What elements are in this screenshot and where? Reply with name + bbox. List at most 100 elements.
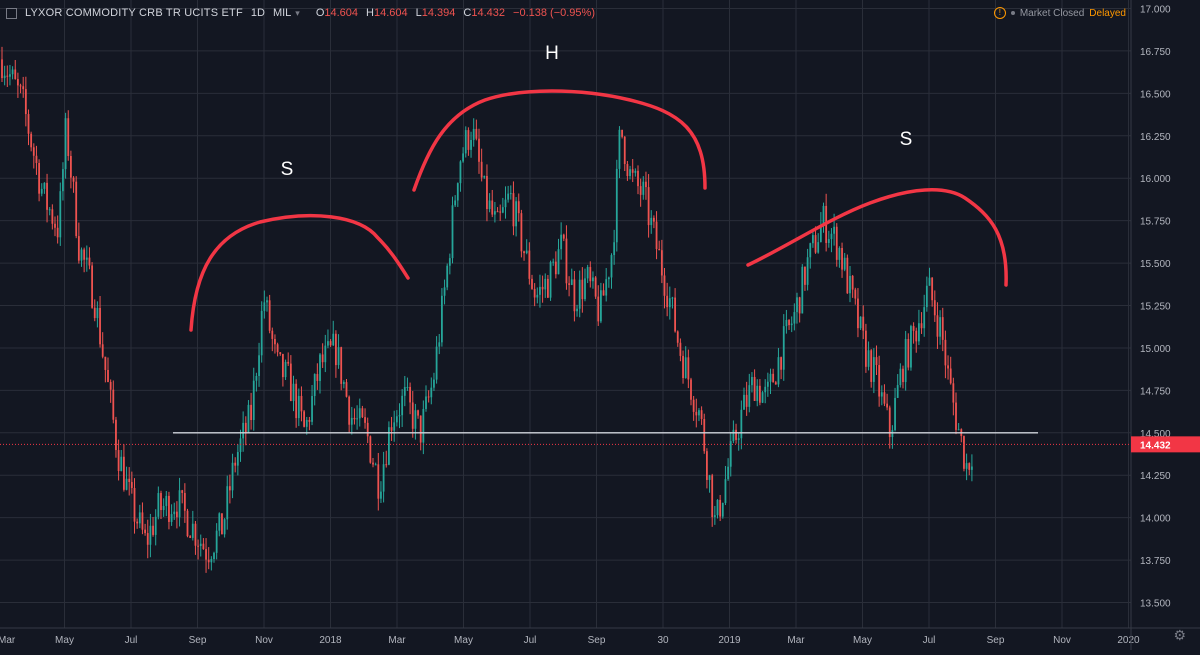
candle-body [406,386,409,388]
candle-body [613,242,616,256]
price-tick-label: 14.750 [1140,386,1171,397]
candle-body [713,515,716,518]
candle-body [348,396,351,425]
ohlc-readout: O14.604 H14.604 L14.394 C14.432 −0.138 (… [315,7,595,19]
candle-body [207,559,210,563]
candle-body [618,129,621,169]
candle-body [231,462,234,491]
candle-body [586,267,589,279]
interval-label[interactable]: 1D [250,7,265,19]
candle-body [319,354,321,381]
candle-body [27,114,30,134]
candle-body [496,211,499,213]
candle-body [867,350,870,367]
exchange-label[interactable]: MIL [272,7,292,19]
candle-body [305,420,308,427]
candle-body [80,249,83,261]
time-tick-label: Sep [189,635,207,646]
candle-body [329,341,332,346]
candle-body [24,89,27,115]
candle-body [213,552,215,560]
price-tick-label: 15.500 [1140,259,1171,270]
candle-body [263,302,266,311]
candle-body [356,418,358,420]
candle-body [920,323,923,329]
candle-body [501,207,504,213]
candle-body [509,193,512,195]
candle-body [788,319,790,326]
candle-body [287,361,290,364]
candle-body [584,278,586,300]
candle-body [658,249,661,251]
candle-body [411,402,414,429]
candle-body [910,326,912,368]
price-tick-label: 17.000 [1140,4,1171,15]
candle-body [857,298,859,329]
candle-body [690,379,692,400]
candle-body [637,170,639,187]
candle-body [181,490,184,493]
candle-body [915,330,918,342]
candle-body [17,79,19,86]
candle-body [202,543,205,550]
gear-icon[interactable]: ⚙ [1173,627,1186,643]
candle-body [772,373,775,383]
candle-body [6,75,9,77]
candle-body [814,235,817,253]
candle-body [804,266,806,285]
candle-body [470,139,472,150]
collapse-icon[interactable] [6,7,17,19]
candle-body [971,466,973,470]
candle-body [533,288,536,298]
candle-body [247,404,250,433]
candle-body [427,396,430,398]
time-tick-label: 2019 [718,635,741,646]
candlesticks [1,46,973,573]
candle-body [862,316,865,331]
candle-body [9,74,11,77]
candle-body [443,287,446,296]
candle-body [769,373,772,382]
alert-icon[interactable]: ! [993,7,1006,19]
candle-body [109,381,112,390]
chevron-down-icon[interactable]: ▾ [295,7,300,18]
candle-body [515,201,517,227]
candle-body [565,238,568,284]
candle-body [284,361,287,378]
candle-body [472,128,475,140]
candle-body [676,331,679,343]
symbol-title[interactable]: LYXOR COMMODITY CRB TR UCITS ETF [25,7,243,19]
candle-body [136,521,139,524]
candle-body [902,368,904,383]
candle-body [600,290,602,322]
candle-body [666,295,669,308]
last-price-marker [1131,436,1200,453]
candle-body [878,365,881,397]
candle-body [292,383,295,401]
candle-body [223,519,226,535]
candle-body [923,307,926,329]
candle-body [896,385,899,398]
candle-body [629,169,631,177]
candle-body [324,345,327,363]
candle-body [639,186,642,195]
candle-body [77,236,80,261]
candle-body [494,211,496,215]
candle-body [252,380,255,420]
price-tick-label: 16.500 [1140,89,1171,100]
candle-body [528,250,531,279]
candle-body [393,422,396,431]
candle-body [748,385,751,407]
candle-body [647,187,650,226]
candle-body [703,418,706,452]
candle-body [316,374,319,381]
candle-body [218,513,221,531]
candle-body [385,464,388,466]
candle-body [199,543,202,547]
candle-body [438,342,441,347]
candle-body [104,356,107,370]
candle-body [830,233,833,240]
